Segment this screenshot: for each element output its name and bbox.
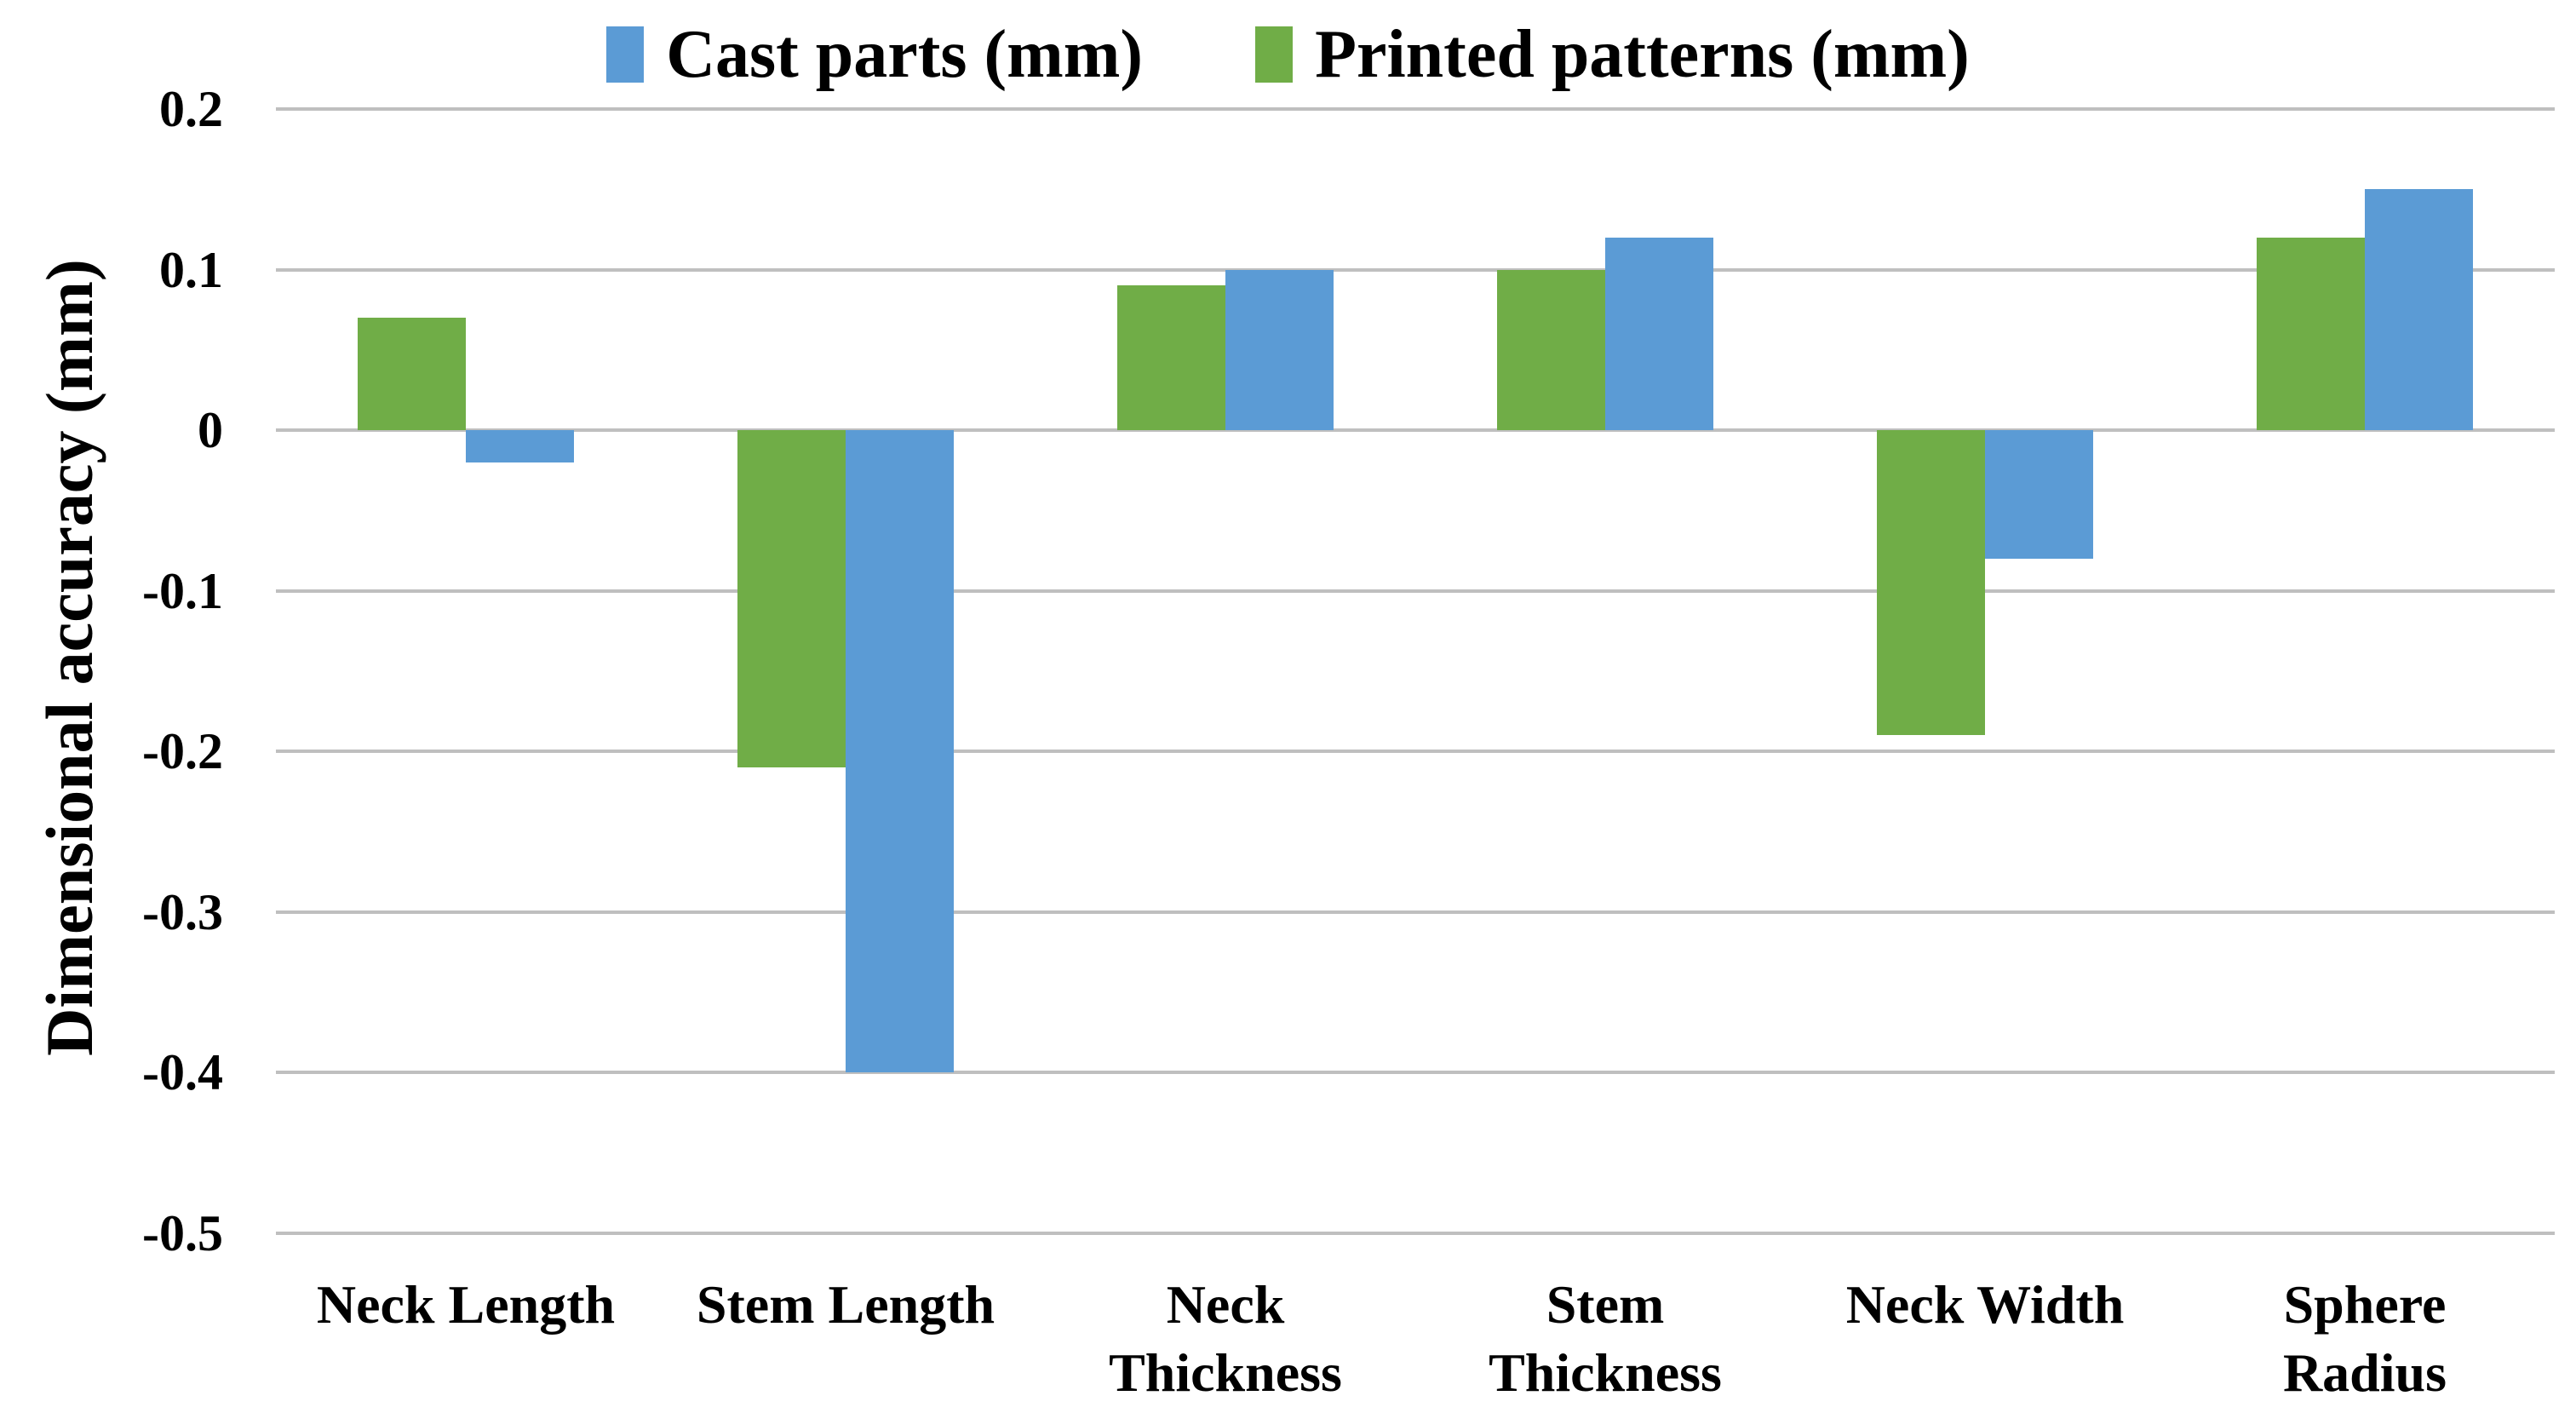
- gridline--0.3: [276, 910, 2555, 914]
- gridline--0.5: [276, 1232, 2555, 1235]
- gridline--0.4: [276, 1071, 2555, 1075]
- y-tick-label--0.2: -0.2: [142, 723, 223, 780]
- bar-printed-patterns-mm-neck-length: [358, 318, 466, 431]
- bar-printed-patterns-mm-stem-thickness: [1497, 269, 1605, 431]
- y-tick-label--0.4: -0.4: [142, 1044, 223, 1101]
- y-tick-label--0.5: -0.5: [142, 1205, 223, 1261]
- gridline-0.1: [276, 267, 2555, 272]
- bar-printed-patterns-mm-sphere-radius: [2257, 237, 2365, 431]
- bar-cast-parts-mm-neck-length: [466, 430, 574, 462]
- legend-label-printed-patterns: Printed patterns (mm): [1315, 17, 1970, 92]
- bar-cast-parts-mm-neck-width: [1985, 430, 2093, 559]
- y-tick-label-0.1: 0.1: [159, 241, 223, 298]
- gridline--0.1: [276, 589, 2555, 593]
- y-tick-label-0.2: 0.2: [159, 81, 223, 137]
- bar-printed-patterns-mm-neck-width: [1877, 430, 1985, 736]
- legend-swatch-printed-patterns: [1255, 26, 1294, 83]
- legend-label-cast-parts: Cast parts (mm): [666, 17, 1144, 92]
- bar-cast-parts-mm-sphere-radius: [2365, 189, 2473, 431]
- gridline-0: [276, 428, 2555, 433]
- x-label-neck-thickness: Neck Thickness: [1109, 1274, 1342, 1403]
- x-label-stem-thickness: Stem Thickness: [1489, 1274, 1722, 1403]
- x-label-sphere-radius: Sphere Radius: [2282, 1274, 2447, 1403]
- bar-printed-patterns-mm-stem-length: [737, 430, 846, 768]
- legend: Cast parts (mm) Printed patterns (mm): [0, 7, 2576, 102]
- y-tick-label--0.3: -0.3: [142, 883, 223, 940]
- bar-cast-parts-mm-neck-thickness: [1225, 269, 1334, 431]
- x-label-neck-width: Neck Width: [1845, 1274, 2125, 1335]
- y-tick-label--0.1: -0.1: [142, 562, 223, 619]
- bar-printed-patterns-mm-neck-thickness: [1117, 285, 1225, 431]
- legend-item-cast-parts: Cast parts (mm): [606, 12, 1143, 97]
- bar-cast-parts-mm-stem-thickness: [1605, 237, 1713, 431]
- gridline--0.2: [276, 750, 2555, 754]
- gridline-0.2: [276, 107, 2555, 111]
- x-label-neck-length: Neck Length: [316, 1274, 616, 1335]
- bar-cast-parts-mm-stem-length: [846, 430, 954, 1073]
- legend-swatch-cast-parts: [606, 26, 645, 83]
- x-label-stem-length: Stem Length: [696, 1274, 995, 1335]
- y-tick-label-0: 0: [198, 402, 223, 459]
- legend-item-printed-patterns: Printed patterns (mm): [1255, 12, 1970, 97]
